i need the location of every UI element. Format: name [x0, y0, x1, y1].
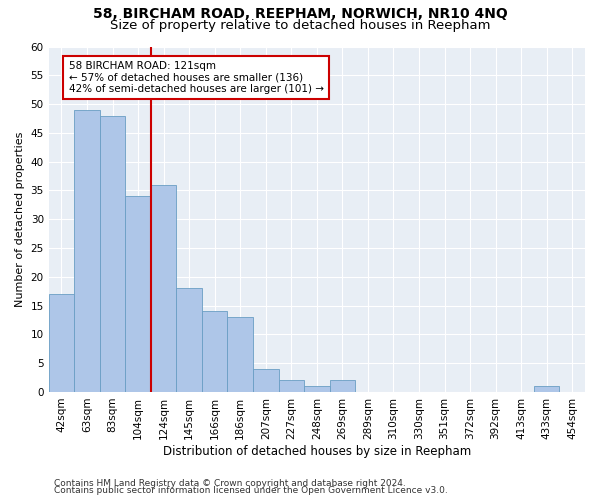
Bar [125, 196, 151, 392]
Bar [227, 317, 253, 392]
Text: Size of property relative to detached houses in Reepham: Size of property relative to detached ho… [110, 18, 490, 32]
Bar [329, 380, 355, 392]
Text: 58 BIRCHAM ROAD: 121sqm
← 57% of detached houses are smaller (136)
42% of semi-d: 58 BIRCHAM ROAD: 121sqm ← 57% of detache… [68, 61, 323, 94]
Y-axis label: Number of detached properties: Number of detached properties [15, 132, 25, 307]
Bar [74, 110, 100, 392]
Text: 58, BIRCHAM ROAD, REEPHAM, NORWICH, NR10 4NQ: 58, BIRCHAM ROAD, REEPHAM, NORWICH, NR10… [92, 8, 508, 22]
Bar [49, 294, 74, 392]
Bar [100, 116, 125, 392]
Bar [253, 369, 278, 392]
Text: Contains public sector information licensed under the Open Government Licence v3: Contains public sector information licen… [54, 486, 448, 495]
Bar [151, 184, 176, 392]
Bar [176, 288, 202, 392]
X-axis label: Distribution of detached houses by size in Reepham: Distribution of detached houses by size … [163, 444, 471, 458]
Text: Contains HM Land Registry data © Crown copyright and database right 2024.: Contains HM Land Registry data © Crown c… [54, 478, 406, 488]
Bar [202, 312, 227, 392]
Bar [304, 386, 329, 392]
Bar [534, 386, 559, 392]
Bar [278, 380, 304, 392]
